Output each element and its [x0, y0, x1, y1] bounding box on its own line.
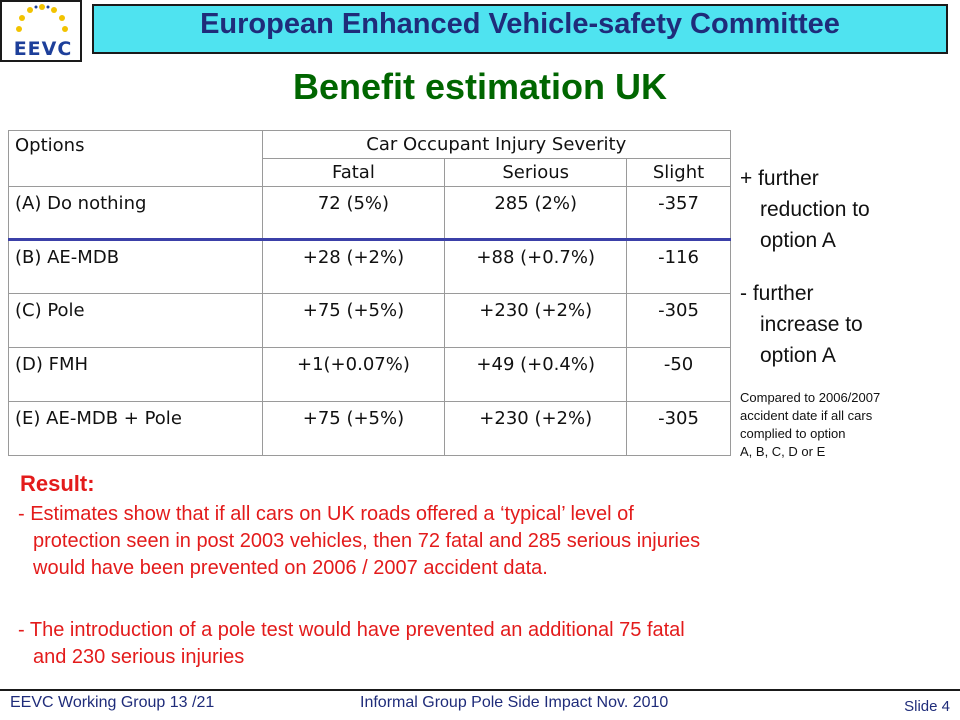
- serious-cell: +88 (+0.7%): [444, 238, 628, 294]
- bullet-line: and 230 serious injuries: [33, 646, 245, 668]
- bullet-line: would have been prevented on 2006 / 2007…: [33, 557, 548, 579]
- bullet-line: protection seen in post 2003 vehicles, t…: [33, 530, 701, 552]
- table-header-row: Options Car Occupant Injury Severity: [8, 130, 732, 187]
- side-note-line: option A: [760, 229, 836, 252]
- footer-divider: [0, 689, 960, 691]
- serious-cell: +49 (+0.4%): [444, 347, 628, 402]
- fatal-cell: +75 (+5%): [261, 401, 446, 456]
- footer-slide-number: Slide 4: [904, 698, 950, 715]
- serious-cell: +230 (+2%): [444, 293, 628, 348]
- slight-cell: -305: [626, 293, 731, 348]
- footer-working-group: EEVC Working Group 13 /21: [10, 694, 215, 711]
- bullet-line: - Estimates show that if all cars on UK …: [18, 503, 634, 525]
- option-cell: (B) AE-MDB: [8, 238, 263, 294]
- table-row: (C) Pole +75 (+5%) +230 (+2%) -305: [8, 293, 731, 348]
- side-note-line: reduction to: [760, 198, 870, 221]
- side-note-line: option A: [760, 344, 836, 367]
- side-note-increase: - further increase to option A: [740, 278, 863, 371]
- comparison-note-line: A, B, C, D or E: [740, 444, 826, 459]
- option-cell: (D) FMH: [8, 347, 263, 402]
- option-cell: (C) Pole: [8, 293, 263, 348]
- header-options: Options: [8, 130, 263, 187]
- slide-title: Benefit estimation UK: [292, 66, 668, 107]
- bullet-line: - The introduction of a pole test would …: [18, 619, 685, 641]
- result-bullet-estimates: - Estimates show that if all cars on UK …: [18, 501, 938, 582]
- result-bullet-pole-test: - The introduction of a pole test would …: [18, 617, 938, 671]
- eu-stars-logo-icon: [16, 4, 68, 32]
- logo-text: EEVC: [13, 38, 73, 60]
- side-note-line: + further: [740, 167, 819, 190]
- side-note-line: increase to: [760, 313, 863, 336]
- slight-cell: -357: [626, 186, 731, 240]
- header-slight: Slight: [626, 158, 731, 187]
- table-row: (B) AE-MDB +28 (+2%) +88 (+0.7%) -116: [8, 238, 731, 294]
- fatal-cell: +1(+0.07%): [261, 347, 446, 402]
- comparison-note-line: Compared to 2006/2007: [740, 390, 881, 405]
- table-row: (A) Do nothing 72 (5%) 285 (2%) -357: [8, 186, 731, 240]
- comparison-note-line: accident date if all cars: [740, 408, 873, 423]
- footer-group-name: Informal Group Pole Side Impact Nov. 201…: [360, 694, 669, 711]
- fatal-cell: +28 (+2%): [261, 238, 446, 294]
- header-band: [92, 4, 948, 54]
- header-fatal: Fatal: [261, 158, 446, 187]
- table-row: (D) FMH +1(+0.07%) +49 (+0.4%) -50: [8, 347, 731, 402]
- slight-cell: -305: [626, 401, 731, 456]
- comparison-note: Compared to 2006/2007 accident date if a…: [740, 389, 955, 461]
- result-heading: Result:: [20, 471, 95, 496]
- comparison-note-line: complied to option: [740, 426, 846, 441]
- header-serious: Serious: [444, 158, 628, 187]
- header-injury-severity: Car Occupant Injury Severity: [261, 130, 732, 159]
- slight-cell: -50: [626, 347, 731, 402]
- side-note-reduction: + further reduction to option A: [740, 163, 870, 256]
- side-note-line: - further: [740, 282, 814, 305]
- fatal-cell: 72 (5%): [261, 186, 446, 240]
- options-table: Options Car Occupant Injury Severity Fat…: [8, 130, 732, 456]
- header-title: European Enhanced Vehicle-safety Committ…: [200, 8, 840, 40]
- fatal-cell: +75 (+5%): [261, 293, 446, 348]
- serious-cell: 285 (2%): [444, 186, 628, 240]
- table-row: (E) AE-MDB + Pole +75 (+5%) +230 (+2%) -…: [8, 401, 731, 456]
- option-cell: (E) AE-MDB + Pole: [8, 401, 263, 456]
- serious-cell: +230 (+2%): [444, 401, 628, 456]
- option-cell: (A) Do nothing: [8, 186, 263, 240]
- eevc-logo: EEVC: [0, 0, 82, 62]
- slight-cell: -116: [626, 238, 731, 294]
